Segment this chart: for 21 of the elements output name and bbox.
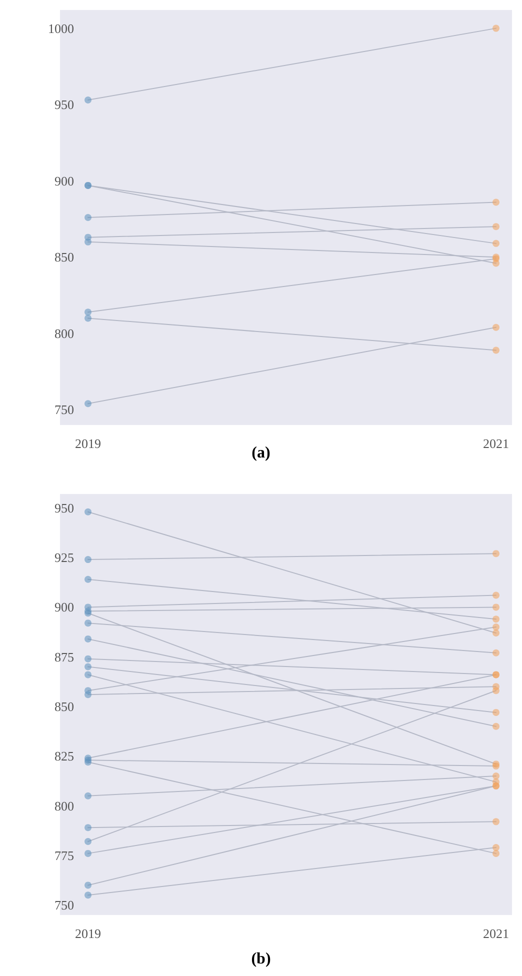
y-tick-label: 750 bbox=[54, 402, 74, 418]
y-tick-label: 850 bbox=[54, 250, 74, 265]
y-tick-label: 900 bbox=[54, 600, 74, 615]
y-tick-label: 875 bbox=[54, 649, 74, 664]
x-tick-label: 2019 bbox=[75, 436, 101, 451]
y-tick-label: 950 bbox=[54, 500, 74, 516]
y-tick-label: 925 bbox=[54, 550, 74, 566]
y-tick-label: 775 bbox=[54, 848, 74, 863]
x-tick-label: 2019 bbox=[75, 926, 101, 941]
y-tick-label: 850 bbox=[54, 698, 74, 714]
y-tick-label: 800 bbox=[54, 326, 74, 341]
y-tick-label: 950 bbox=[54, 97, 74, 112]
y-tick-label: 800 bbox=[54, 798, 74, 814]
y-tick-label: 1000 bbox=[48, 20, 74, 36]
x-tick-label: 2021 bbox=[483, 926, 509, 941]
text: (a) bbox=[252, 444, 270, 462]
x-tick-label: 2021 bbox=[483, 436, 509, 451]
y-tick-label: 825 bbox=[54, 748, 74, 764]
text: (b) bbox=[251, 950, 271, 968]
y-tick-label: 750 bbox=[54, 898, 74, 913]
y-tick-label: 900 bbox=[54, 173, 74, 188]
